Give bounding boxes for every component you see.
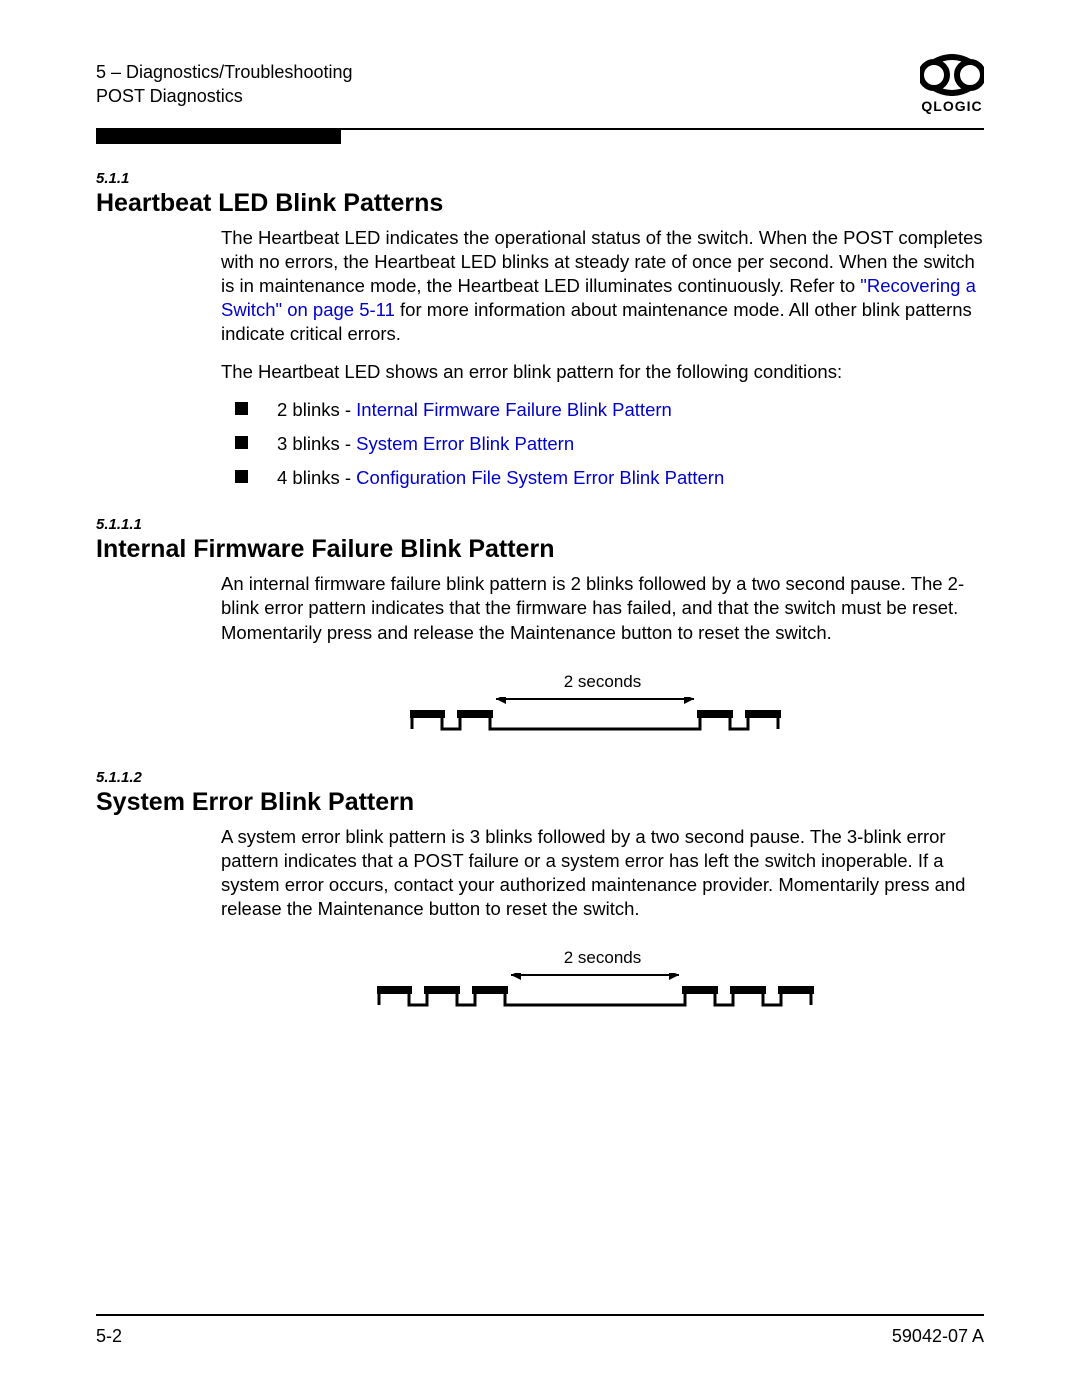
section-number: 5.1.1.2 [96, 769, 984, 786]
bullet-item: 3 blinks - System Error Blink Pattern [221, 432, 984, 456]
pause-duration-label: 2 seconds [221, 671, 984, 693]
text: 4 blinks - [277, 467, 356, 488]
page-content: 5.1.1 Heartbeat LED Blink Patterns The H… [96, 170, 984, 1011]
footer-rule [96, 1314, 984, 1316]
section-body: The Heartbeat LED indicates the operatio… [221, 226, 984, 490]
paragraph: The Heartbeat LED indicates the operatio… [221, 226, 984, 346]
header-text: 5 – Diagnostics/Troubleshooting POST Dia… [96, 60, 352, 109]
section-body: An internal firmware failure blink patte… [221, 572, 984, 734]
header-line-1: 5 – Diagnostics/Troubleshooting [96, 60, 352, 84]
paragraph: An internal firmware failure blink patte… [221, 572, 984, 644]
bullet-list: 2 blinks - Internal Firmware Failure Bli… [221, 398, 984, 490]
bullet-item: 2 blinks - Internal Firmware Failure Bli… [221, 398, 984, 422]
cross-ref-link[interactable]: Configuration File System Error Blink Pa… [356, 467, 724, 488]
section-body: A system error blink pattern is 3 blinks… [221, 825, 984, 1011]
paragraph: The Heartbeat LED shows an error blink p… [221, 360, 984, 384]
page-header: 5 – Diagnostics/Troubleshooting POST Dia… [96, 60, 984, 120]
text: 3 blinks - [277, 433, 356, 454]
paragraph: A system error blink pattern is 3 blinks… [221, 825, 984, 921]
cross-ref-link[interactable]: Internal Firmware Failure Blink Pattern [356, 399, 672, 420]
brand-name: QLOGIC [920, 98, 984, 114]
doc-number: 59042-07 A [892, 1326, 984, 1347]
page-footer: 5-2 59042-07 A [96, 1314, 984, 1347]
waveform-svg [410, 697, 796, 735]
blink-diagram: 2 seconds [221, 671, 984, 735]
section-heading: System Error Blink Pattern [96, 788, 984, 817]
pause-duration-label: 2 seconds [221, 947, 984, 969]
section-heading: Heartbeat LED Blink Patterns [96, 189, 984, 218]
bullet-item: 4 blinks - Configuration File System Err… [221, 466, 984, 490]
header-line-2: POST Diagnostics [96, 84, 352, 108]
page-number: 5-2 [96, 1326, 122, 1347]
waveform-svg [377, 973, 829, 1011]
text: 2 blinks - [277, 399, 356, 420]
section-number: 5.1.1 [96, 170, 984, 187]
header-black-bar [96, 130, 341, 144]
blink-diagram: 2 seconds [221, 947, 984, 1011]
section-number: 5.1.1.1 [96, 516, 984, 533]
qlogic-logo-icon [920, 54, 984, 96]
cross-ref-link[interactable]: System Error Blink Pattern [356, 433, 574, 454]
brand-logo: QLOGIC [920, 54, 984, 114]
section-heading: Internal Firmware Failure Blink Pattern [96, 535, 984, 564]
